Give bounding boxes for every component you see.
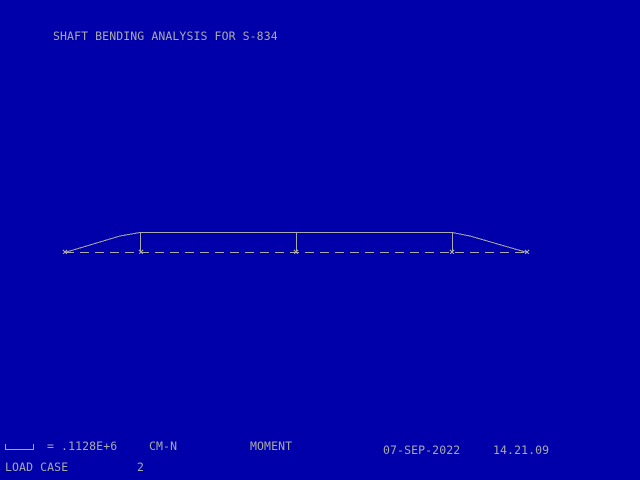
node-markers [62, 249, 530, 255]
load-case-value: 2 [137, 460, 145, 474]
date-label: 07-SEP-2022 [383, 443, 461, 457]
load-case-label: LOAD CASE [5, 460, 69, 474]
node-marker-2 [138, 249, 144, 255]
node-marker-3 [293, 249, 299, 255]
units-label: CM-N [149, 439, 178, 453]
time-label: 14.21.09 [493, 443, 550, 457]
quantity-label: MOMENT [250, 439, 293, 453]
plot-title: SHAFT BENDING ANALYSIS FOR S-834 [53, 29, 278, 43]
node-marker-4 [449, 249, 455, 255]
scale-bar-icon [5, 444, 34, 450]
node-marker-5 [524, 249, 530, 255]
scale-value: = .1128E+6 [47, 439, 118, 453]
node-marker-1 [62, 249, 68, 255]
